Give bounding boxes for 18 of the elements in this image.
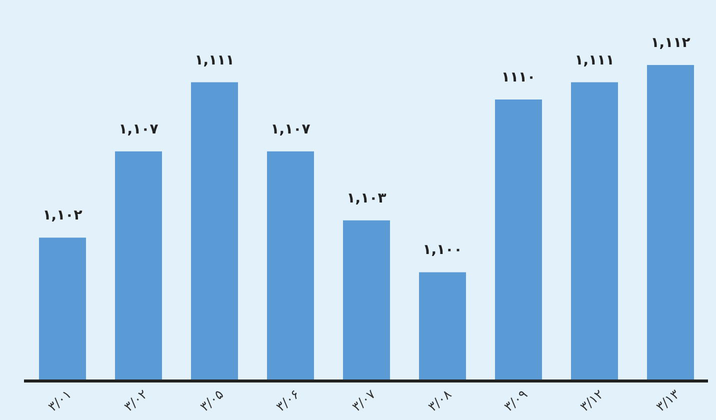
x-tick-label: ۳/۱۲	[578, 387, 607, 416]
x-tick-label: ۳/۰۸	[426, 387, 455, 416]
x-tick-label: ۳/۰۲	[122, 387, 151, 416]
x-tick-label: ۳/۰۱	[46, 387, 75, 416]
data-label: ۱,۱۰۲	[42, 208, 83, 224]
data-label: ۱,۱۰۳	[346, 190, 387, 206]
data-label: ۱,۱۰۰	[422, 242, 462, 258]
data-label: ۱,۱۱۱	[574, 52, 614, 68]
data-label: ۱۱۱۰	[501, 70, 536, 86]
data-label: ۱,۱۱۱	[194, 52, 234, 68]
data-label: ۱,۱۰۷	[118, 121, 159, 138]
data-label: ۱,۱۰۷	[270, 121, 311, 138]
x-tick-label: ۳/۱۳	[654, 387, 683, 416]
x-tick-label: ۳/۰۵	[198, 387, 227, 416]
x-tick-label: ۳/۰۹	[502, 387, 531, 416]
data-label: ۱,۱۱۲	[650, 35, 691, 51]
x-tick-label: ۳/۰۶	[274, 387, 303, 416]
x-tick-label: ۳/۰۷	[350, 387, 379, 416]
